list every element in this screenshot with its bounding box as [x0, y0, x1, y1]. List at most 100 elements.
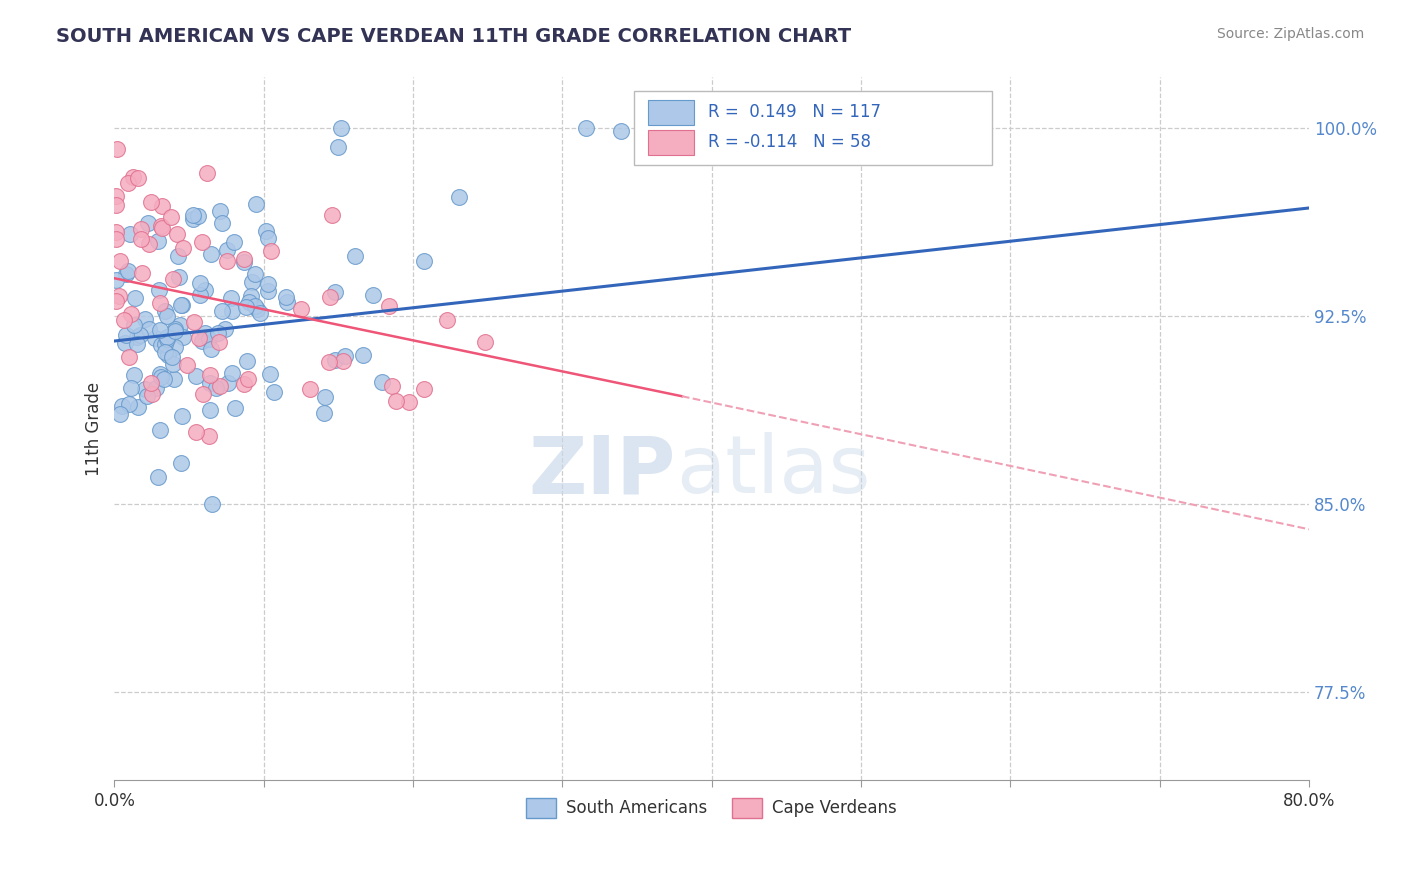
- Point: [235, 300, 257, 314]
- Point: [170, 298, 193, 312]
- Point: [276, 294, 298, 309]
- Point: [200, 247, 222, 261]
- Point: [157, 348, 180, 362]
- Point: [114, 336, 136, 351]
- Point: [150, 219, 173, 233]
- Point: [385, 393, 408, 408]
- Point: [195, 166, 218, 180]
- Point: [181, 208, 204, 222]
- Point: [146, 469, 169, 483]
- Point: [165, 340, 187, 354]
- Point: [138, 237, 160, 252]
- Point: [314, 390, 336, 404]
- Point: [232, 255, 254, 269]
- Point: [436, 312, 458, 326]
- Point: [117, 176, 139, 190]
- Point: [221, 304, 243, 318]
- Point: [217, 254, 239, 268]
- Point: [143, 331, 166, 345]
- Point: [105, 142, 128, 156]
- Point: [332, 354, 354, 368]
- Point: [136, 389, 159, 403]
- Point: [190, 276, 212, 290]
- Point: [243, 299, 266, 313]
- Point: [236, 372, 259, 386]
- Point: [312, 406, 335, 420]
- Point: [141, 386, 163, 401]
- Point: [198, 368, 221, 383]
- FancyBboxPatch shape: [634, 92, 993, 165]
- Point: [124, 291, 146, 305]
- Point: [184, 368, 207, 383]
- Point: [104, 225, 127, 239]
- Point: [208, 379, 231, 393]
- Point: [201, 496, 224, 510]
- Point: [105, 198, 128, 212]
- Point: [205, 381, 228, 395]
- Point: [122, 368, 145, 383]
- Point: [150, 199, 173, 213]
- Y-axis label: 11th Grade: 11th Grade: [86, 382, 103, 476]
- Point: [343, 249, 366, 263]
- Point: [176, 358, 198, 372]
- Point: [188, 331, 211, 345]
- Point: [162, 357, 184, 371]
- Point: [224, 401, 246, 415]
- Point: [191, 387, 214, 401]
- Point: [323, 285, 346, 300]
- Point: [153, 337, 176, 351]
- Point: [117, 263, 139, 277]
- Point: [125, 336, 148, 351]
- Point: [105, 189, 128, 203]
- Point: [127, 170, 149, 185]
- Point: [413, 253, 436, 268]
- Point: [127, 400, 149, 414]
- Point: [146, 235, 169, 249]
- Point: [211, 303, 233, 318]
- Point: [166, 227, 188, 241]
- Point: [249, 306, 271, 320]
- Point: [194, 283, 217, 297]
- Point: [245, 197, 267, 211]
- Point: [139, 376, 162, 391]
- Point: [377, 299, 399, 313]
- Point: [172, 330, 194, 344]
- Point: [134, 382, 156, 396]
- Point: [259, 367, 281, 381]
- Point: [129, 221, 152, 235]
- Point: [169, 318, 191, 333]
- Point: [319, 290, 342, 304]
- Point: [398, 395, 420, 409]
- Point: [105, 273, 128, 287]
- Point: [149, 370, 172, 384]
- Point: [208, 204, 231, 219]
- Point: [108, 253, 131, 268]
- Point: [298, 382, 321, 396]
- Point: [149, 296, 172, 310]
- Point: [449, 190, 471, 204]
- Point: [609, 124, 631, 138]
- Point: [104, 294, 127, 309]
- Point: [371, 376, 394, 390]
- Point: [153, 372, 176, 386]
- Point: [120, 308, 142, 322]
- Point: [167, 269, 190, 284]
- Point: [162, 271, 184, 285]
- Point: [183, 315, 205, 329]
- Point: [290, 302, 312, 317]
- Point: [200, 403, 222, 417]
- Point: [318, 355, 340, 369]
- Point: [235, 353, 257, 368]
- Point: [211, 216, 233, 230]
- Point: [321, 208, 343, 222]
- Point: [141, 194, 163, 209]
- Point: [117, 351, 139, 365]
- Point: [200, 342, 222, 356]
- Point: [150, 221, 173, 235]
- Point: [233, 377, 256, 392]
- Point: [131, 267, 153, 281]
- Point: [221, 366, 243, 380]
- Text: ZIP: ZIP: [529, 432, 676, 510]
- FancyBboxPatch shape: [648, 130, 693, 154]
- Point: [160, 210, 183, 224]
